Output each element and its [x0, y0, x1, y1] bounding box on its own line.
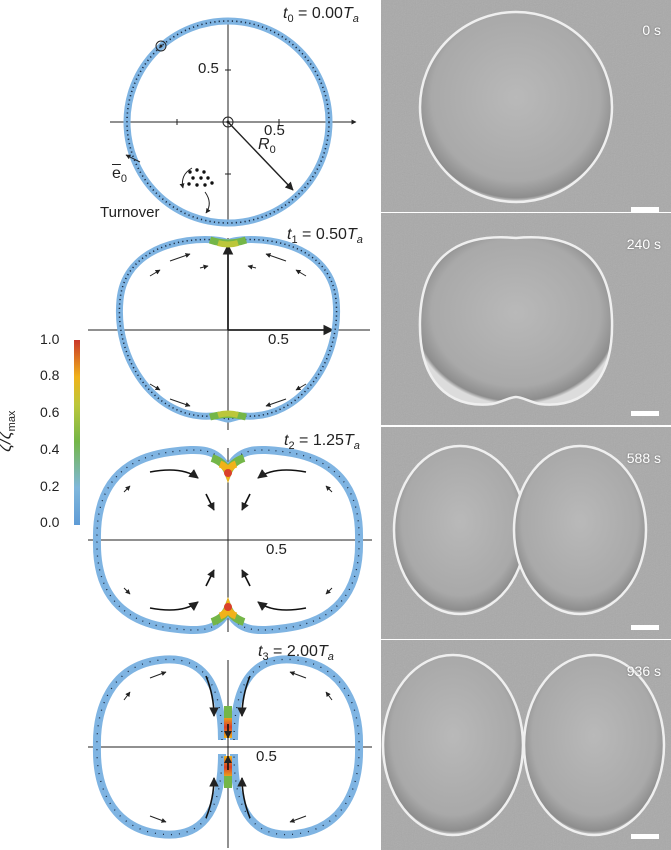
flow-arrows-1 — [149, 253, 307, 407]
time-label-0: t0 = 0.00Ta — [283, 5, 359, 26]
flow-arrows-2 — [149, 468, 307, 612]
turnover-arrow-out — [204, 191, 211, 214]
axis-tick-x-3: 0.5 — [256, 748, 277, 765]
cortex-dots-0 — [126, 20, 330, 224]
cell-1 — [418, 236, 614, 406]
colorbar-tick-1-0: 1.0 — [40, 331, 60, 347]
cell-2-left — [392, 444, 528, 616]
photo-time-2: 588 s — [626, 450, 661, 466]
axis-tick-x-2: 0.5 — [266, 541, 287, 558]
panel-1-diagram — [88, 236, 370, 430]
axis-tick-x-0: 0.5 — [264, 122, 285, 139]
colorbar-tick-0-0: 0.0 — [40, 514, 60, 530]
colorbar-tick-0-8: 0.8 — [40, 367, 60, 383]
turnover-dots — [187, 168, 214, 187]
cell-3-left — [381, 653, 525, 837]
thickness-arrow — [125, 154, 141, 163]
tracer-marker — [155, 40, 167, 52]
panel-0-diagram — [110, 17, 357, 227]
cortex-right-3 — [230, 655, 364, 839]
time-label-3: t3 = 2.00Ta — [258, 643, 334, 664]
axis-tick-x-1: 0.5 — [268, 331, 289, 348]
photo-time-0: 0 s — [642, 22, 661, 38]
time-label-1: t1 = 0.50Ta — [287, 226, 363, 247]
cortex-left-3 — [92, 655, 226, 839]
flow-arrows-3 — [205, 675, 251, 819]
axis-tick-y-0: 0.5 — [198, 60, 219, 77]
colorbar-tick-0-6: 0.6 — [40, 404, 60, 420]
colorbar — [74, 340, 80, 525]
colorbar-gradient — [74, 340, 80, 525]
photo-time-3: 936 s — [626, 663, 661, 679]
cell-3-right — [522, 653, 666, 837]
photo-time-1: 240 s — [626, 236, 661, 252]
radius-arrow — [227, 121, 294, 191]
turnover-arrow-in — [179, 167, 193, 189]
colorbar-tick-0-2: 0.2 — [40, 478, 60, 494]
photo-column — [381, 0, 671, 850]
scale-bar-3 — [631, 834, 659, 839]
colorbar-tick-0-4: 0.4 — [40, 441, 60, 457]
cell-0 — [418, 10, 614, 204]
thickness-label: e0 — [112, 165, 128, 186]
colorbar-label: ζ/ζmax — [0, 410, 18, 452]
panel-3-diagram — [88, 655, 372, 848]
origin-marker — [222, 116, 234, 128]
cell-2-right — [512, 444, 648, 616]
panel-2-diagram — [88, 446, 372, 634]
radius-label: R0 — [258, 136, 276, 157]
scale-bar-1 — [631, 411, 659, 416]
scale-bar-0 — [631, 207, 659, 212]
turnover-label: Turnover — [100, 204, 160, 221]
time-label-2: t2 = 1.25Ta — [284, 432, 360, 453]
scale-bar-2 — [631, 625, 659, 630]
